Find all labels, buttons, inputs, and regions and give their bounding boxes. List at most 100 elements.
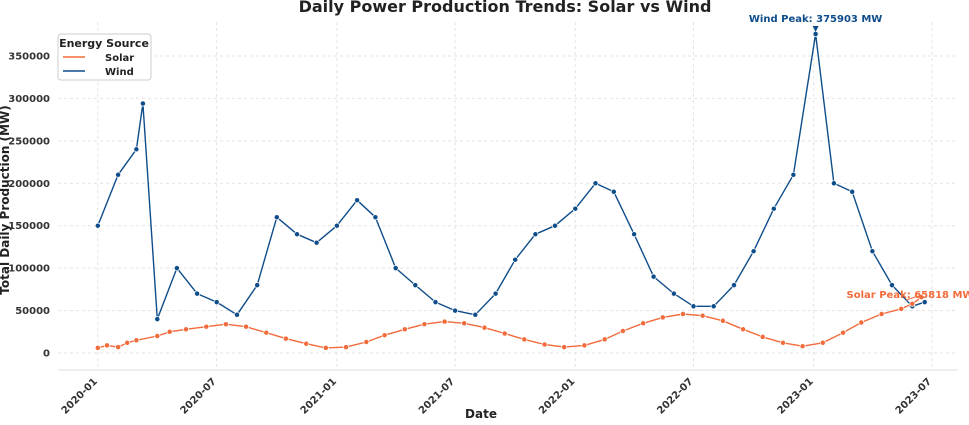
- wind-point: [849, 188, 856, 195]
- solar-point: [619, 328, 626, 334]
- wind-point: [750, 248, 757, 255]
- solar-point: [154, 333, 161, 339]
- legend: Energy Source Solar Wind: [57, 33, 152, 81]
- wind-point: [631, 231, 638, 238]
- solar-point: [659, 314, 666, 321]
- y-tick-label: 150000: [8, 221, 50, 232]
- wind-point: [354, 197, 361, 204]
- wind-point: [133, 146, 140, 153]
- solar-point: [759, 333, 766, 340]
- solar-peak-annotation: Solar Peak: 65818 MW: [847, 290, 969, 301]
- solar-point: [521, 336, 528, 343]
- wind-point: [869, 248, 876, 255]
- solar-point: [461, 320, 468, 327]
- wind-point: [294, 231, 300, 238]
- solar-point: [878, 311, 885, 317]
- wind-point: [572, 205, 579, 212]
- wind-point: [194, 290, 201, 297]
- solar-point: [740, 326, 747, 333]
- solar-point: [343, 344, 349, 351]
- solar-point: [203, 323, 210, 330]
- x-axis-label: Date: [465, 407, 497, 421]
- wind-point: [254, 282, 261, 289]
- wind-point: [432, 299, 439, 306]
- solar-point: [541, 341, 548, 348]
- solar-point: [421, 321, 428, 328]
- wind-point: [154, 316, 161, 323]
- y-tick-label: 300000: [8, 94, 50, 105]
- wind-point: [889, 282, 895, 289]
- wind-point: [770, 205, 777, 212]
- wind-point: [552, 222, 558, 229]
- wind-point: [313, 239, 320, 246]
- wind-point: [921, 299, 928, 306]
- wind-point: [532, 231, 539, 238]
- wind-series-line: [97, 33, 925, 320]
- y-tick-label: 250000: [8, 136, 50, 147]
- solar-point: [124, 339, 131, 346]
- wind-point: [790, 171, 797, 178]
- wind-point: [472, 311, 479, 318]
- wind-point: [173, 265, 180, 272]
- series-layer: [94, 31, 928, 351]
- wind-point: [139, 100, 146, 107]
- solar-peak-arrow: [905, 294, 922, 301]
- solar-point: [840, 329, 847, 336]
- wind-point: [710, 303, 717, 310]
- solar-point: [601, 336, 608, 343]
- chart-title: Daily Power Production Trends: Solar vs …: [299, 0, 712, 16]
- solar-point: [699, 312, 706, 319]
- solar-point: [243, 323, 250, 330]
- wind-point: [333, 222, 340, 229]
- wind-point: [690, 303, 697, 310]
- wind-point: [812, 31, 819, 37]
- wind-point: [650, 273, 657, 280]
- y-axis-ticks: 0 50000 100000 150000 200000 250000 300000 3500…: [8, 51, 50, 359]
- wind-point: [273, 214, 280, 221]
- wind-point: [670, 290, 677, 297]
- solar-point: [363, 339, 370, 345]
- solar-point: [819, 339, 826, 346]
- wind-point: [592, 180, 599, 187]
- wind-point: [492, 290, 499, 297]
- wind-peak-arrowhead: [812, 25, 819, 32]
- legend-wind-label: Wind: [105, 67, 134, 78]
- wind-point: [512, 256, 519, 263]
- wind-point: [830, 180, 837, 187]
- y-axis-label: Total Daily Production (MW): [0, 105, 12, 294]
- solar-point: [441, 318, 448, 325]
- solar-point: [183, 326, 189, 333]
- wind-point: [234, 311, 240, 318]
- solar-point: [780, 339, 786, 346]
- wind-point: [610, 188, 617, 195]
- wind-peak-annotation: Wind Peak: 375903 MW: [749, 14, 882, 25]
- solar-point: [115, 344, 122, 351]
- wind-point: [412, 282, 419, 289]
- wind-point: [372, 214, 379, 221]
- solar-point: [222, 321, 229, 328]
- solar-point: [133, 337, 140, 344]
- solar-point: [401, 326, 408, 333]
- y-tick-label: 100000: [8, 264, 50, 275]
- solar-point: [640, 320, 647, 327]
- solar-point: [263, 329, 270, 336]
- solar-point: [481, 324, 488, 331]
- wind-point: [213, 299, 220, 306]
- solar-point: [799, 343, 806, 350]
- solar-point: [858, 319, 865, 326]
- solar-point: [322, 344, 329, 351]
- solar-point: [94, 344, 101, 351]
- solar-point: [166, 328, 173, 335]
- solar-point: [680, 311, 686, 317]
- legend-box: [57, 33, 152, 81]
- wind-point: [115, 171, 122, 178]
- legend-title: Energy Source: [59, 37, 149, 50]
- solar-series-line: [97, 296, 922, 349]
- solar-point: [303, 340, 310, 347]
- solar-point: [104, 342, 110, 349]
- solar-point: [719, 317, 726, 324]
- solar-point: [282, 335, 289, 342]
- y-tick-label: 50000: [15, 306, 50, 317]
